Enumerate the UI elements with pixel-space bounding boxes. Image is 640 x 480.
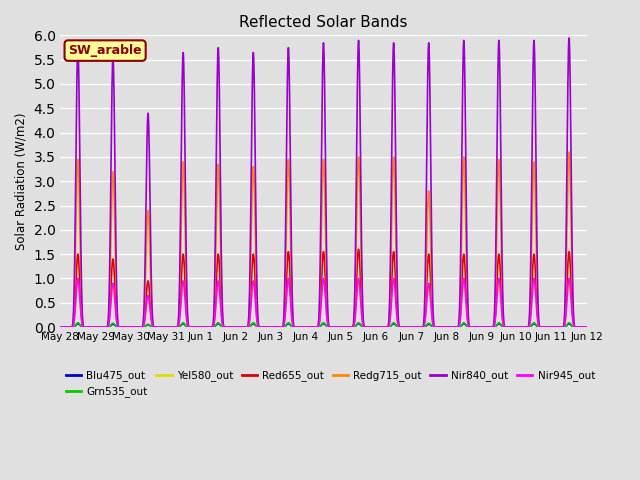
Yel580_out [516, 324, 524, 330]
Text: SW_arable: SW_arable [68, 44, 142, 57]
Yel580_out [582, 324, 590, 330]
Blu475_out [516, 324, 524, 330]
Yel580_out [259, 324, 266, 330]
Y-axis label: Solar Radiation (W/m2): Solar Radiation (W/m2) [15, 112, 28, 250]
Red655_out [56, 324, 64, 330]
Line: Nir840_out: Nir840_out [60, 38, 586, 327]
Red655_out [259, 324, 266, 330]
Line: Grn535_out: Grn535_out [60, 323, 586, 327]
Nir945_out [282, 313, 289, 319]
Grn535_out [56, 324, 64, 330]
Nir945_out [582, 324, 590, 330]
Grn535_out [573, 324, 580, 330]
Grn535_out [148, 324, 156, 330]
Yel580_out [573, 324, 580, 330]
Redg715_out [582, 324, 590, 330]
Redg715_out [148, 306, 156, 312]
Grn535_out [74, 320, 82, 325]
Title: Reflected Solar Bands: Reflected Solar Bands [239, 15, 408, 30]
Nir840_out [56, 324, 64, 330]
Redg715_out [573, 324, 580, 330]
Nir945_out [116, 324, 124, 330]
Line: Yel580_out: Yel580_out [60, 281, 586, 327]
Red655_out [148, 317, 156, 323]
Blu475_out [116, 324, 124, 330]
Nir945_out [74, 276, 82, 281]
Red655_out [573, 324, 580, 330]
Nir840_out [516, 324, 524, 330]
Grn535_out [582, 324, 590, 330]
Redg715_out [565, 149, 573, 155]
Red655_out [516, 324, 524, 330]
Yel580_out [281, 315, 289, 321]
Grn535_out [116, 324, 124, 330]
Redg715_out [56, 324, 64, 330]
Yel580_out [56, 324, 64, 330]
Nir945_out [516, 324, 524, 330]
Nir840_out [281, 271, 289, 276]
Nir945_out [573, 324, 580, 330]
Nir840_out [259, 324, 266, 330]
Nir840_out [116, 324, 124, 330]
Line: Blu475_out: Blu475_out [60, 324, 586, 327]
Nir840_out [582, 324, 590, 330]
Red655_out [582, 324, 590, 330]
Legend: Blu475_out, Grn535_out, Yel580_out, Red655_out, Redg715_out, Nir840_out, Nir945_: Blu475_out, Grn535_out, Yel580_out, Red6… [66, 370, 595, 397]
Nir840_out [573, 324, 580, 330]
Redg715_out [116, 324, 124, 330]
Line: Red655_out: Red655_out [60, 250, 586, 327]
Blu475_out [582, 324, 590, 330]
Blu475_out [259, 324, 266, 330]
Blu475_out [74, 321, 82, 326]
Blu475_out [573, 324, 580, 330]
Blu475_out [56, 324, 64, 330]
Line: Nir945_out: Nir945_out [60, 278, 586, 327]
Red655_out [116, 324, 124, 330]
Line: Redg715_out: Redg715_out [60, 152, 586, 327]
Nir945_out [259, 324, 266, 330]
Redg715_out [259, 324, 266, 330]
Blu475_out [148, 324, 156, 330]
Yel580_out [284, 278, 292, 284]
Grn535_out [282, 323, 289, 329]
Blu475_out [282, 324, 289, 329]
Red655_out [355, 247, 362, 252]
Nir945_out [148, 320, 156, 326]
Nir945_out [56, 324, 64, 330]
Redg715_out [516, 324, 524, 330]
Redg715_out [281, 292, 289, 298]
Nir840_out [148, 291, 156, 297]
Nir840_out [565, 35, 573, 41]
Grn535_out [516, 324, 524, 330]
Red655_out [281, 310, 289, 316]
Yel580_out [148, 320, 156, 325]
Yel580_out [116, 324, 124, 330]
Grn535_out [259, 324, 266, 330]
